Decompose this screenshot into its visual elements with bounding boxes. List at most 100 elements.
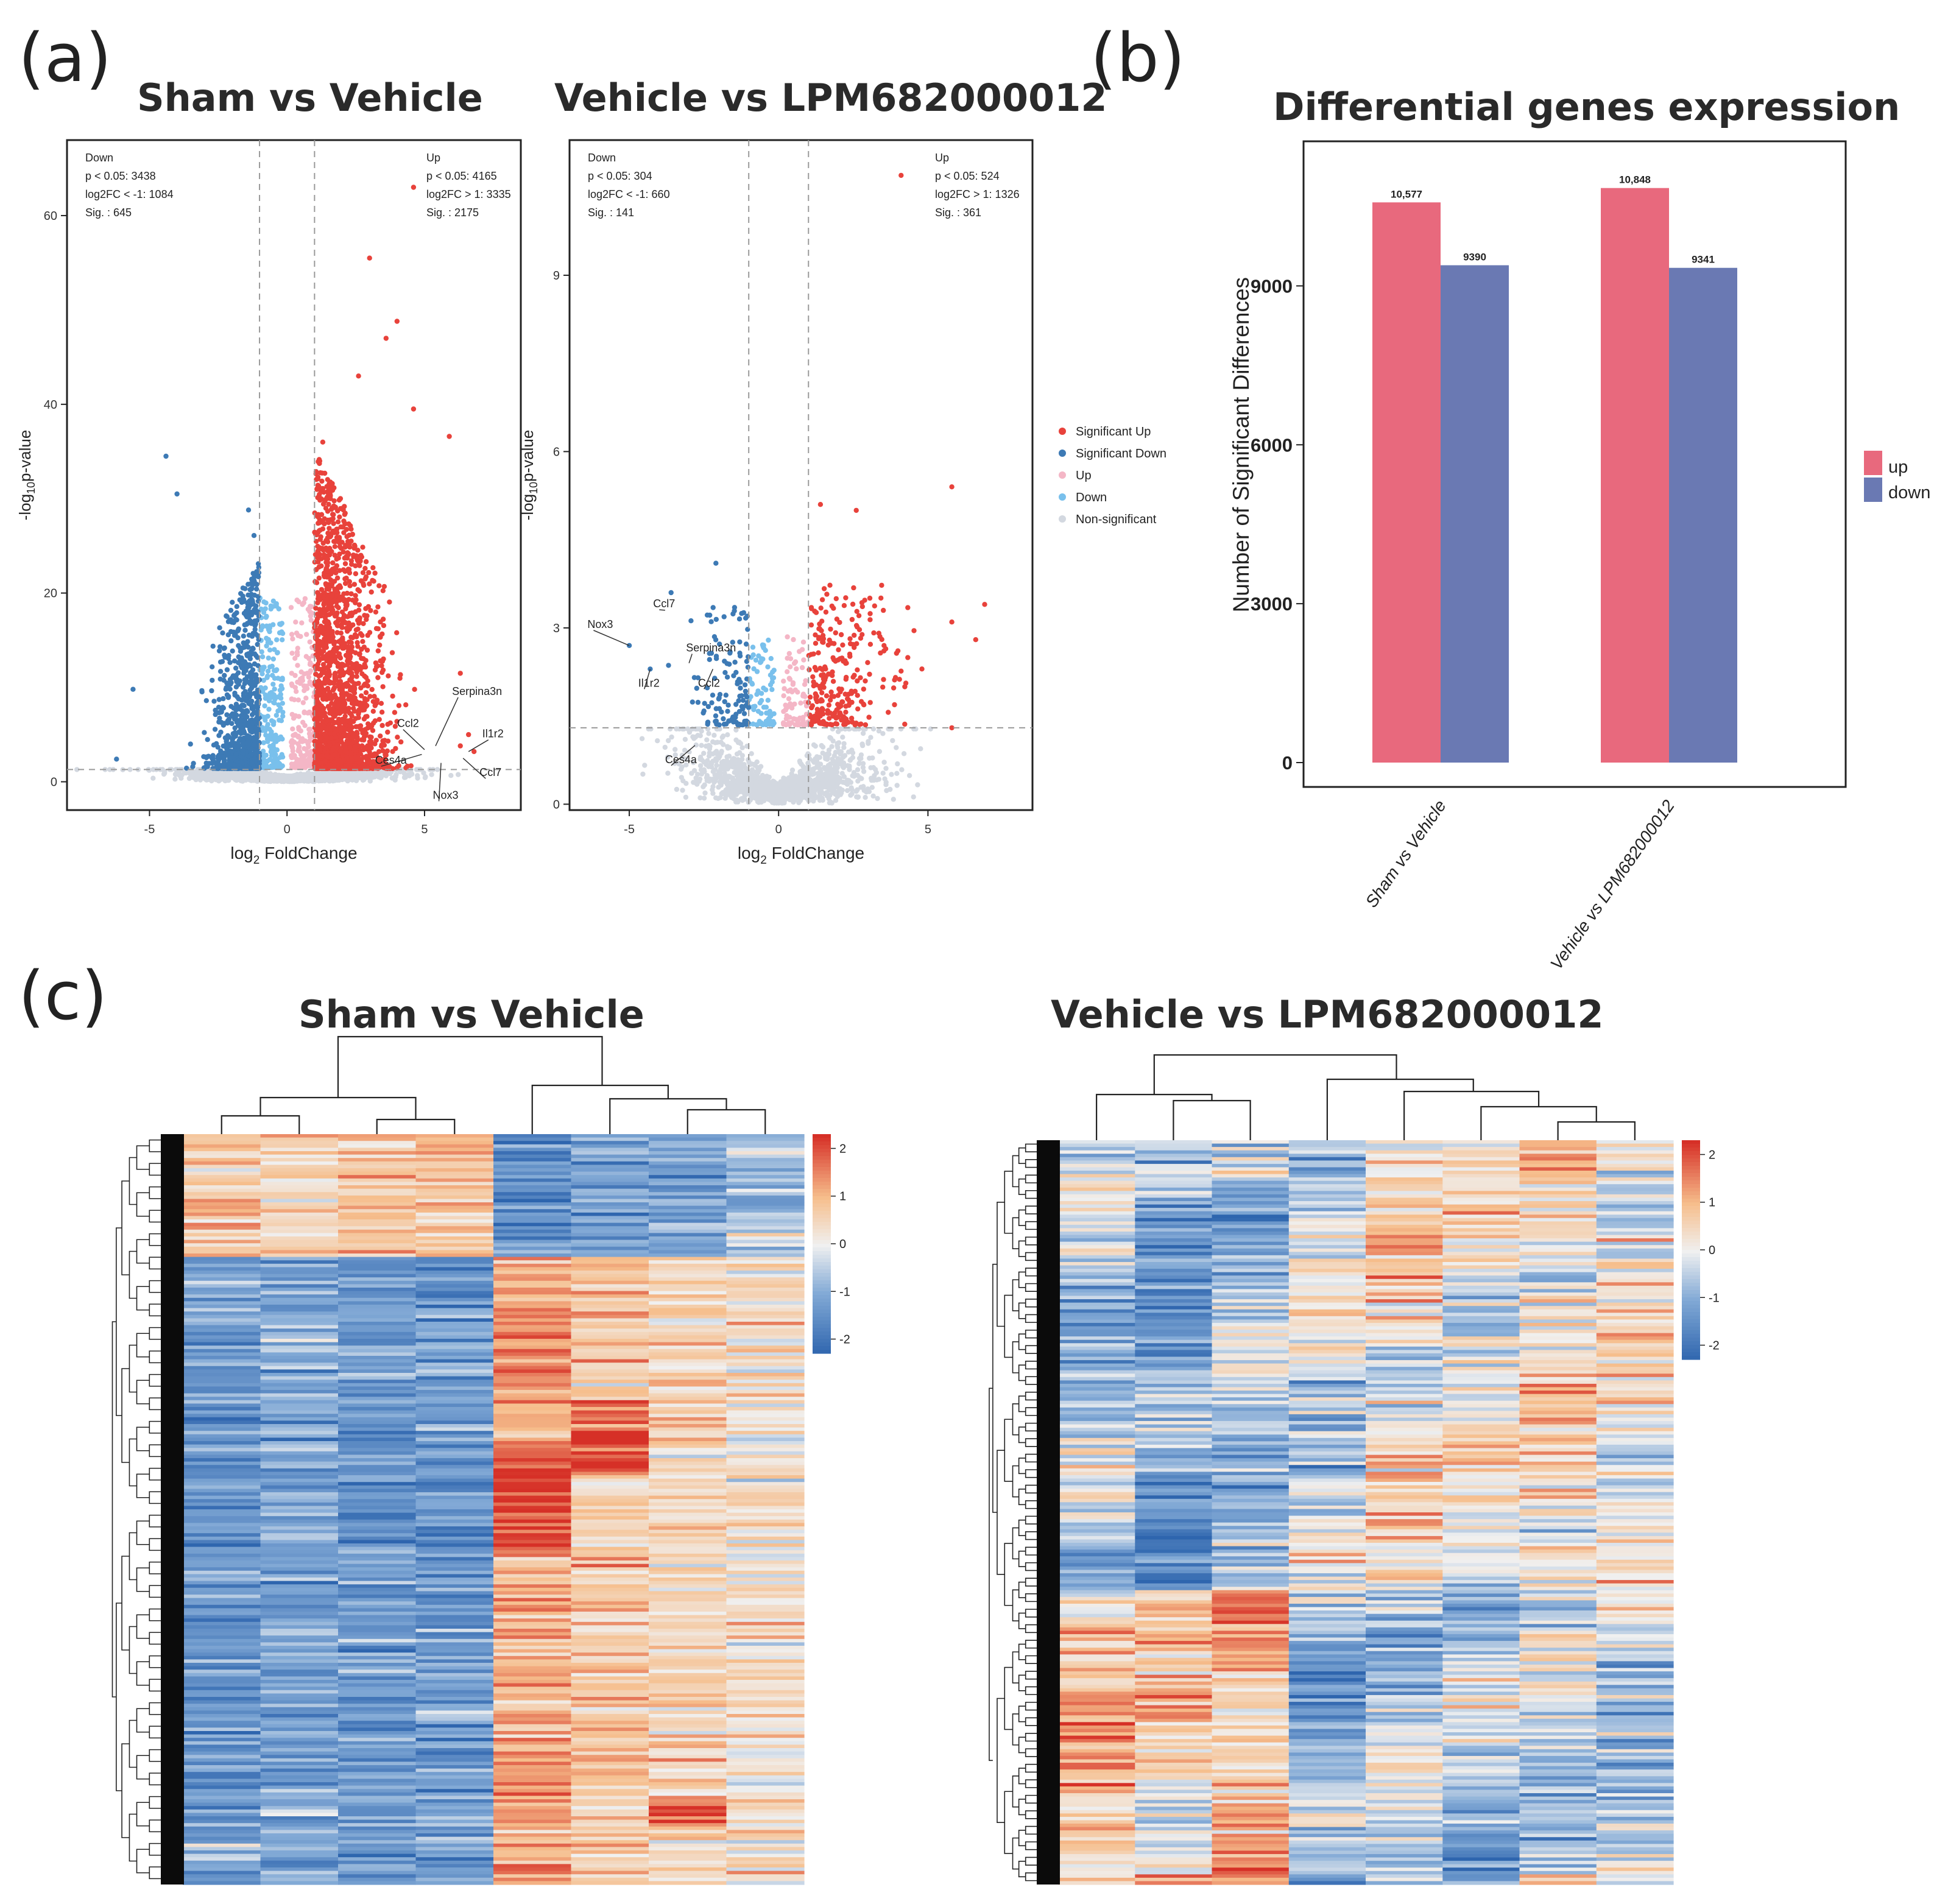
nonsig-point xyxy=(239,772,245,778)
up-point xyxy=(295,663,300,668)
gene-label: Serpina3n xyxy=(452,685,502,697)
sig-up-point xyxy=(331,752,337,758)
down-stat-text: Sig. : 645 xyxy=(85,206,132,219)
up-stat-text: log2FC > 1: 3335 xyxy=(426,188,511,200)
sig-up-point xyxy=(317,733,322,739)
sig-up-point xyxy=(317,760,322,766)
nonsig-point xyxy=(429,772,434,777)
sig-down-point xyxy=(242,627,248,633)
sig-up-point xyxy=(345,644,351,650)
sig-up-point xyxy=(329,707,335,712)
sig-up-point xyxy=(350,531,355,537)
sig-down-point xyxy=(229,749,235,754)
nonsig-point xyxy=(127,767,133,772)
sig-down-point xyxy=(221,646,227,651)
sig-up-point xyxy=(344,601,349,607)
sig-up-point xyxy=(319,470,325,476)
nonsig-point xyxy=(217,774,224,780)
sig-up-point xyxy=(363,690,369,696)
sig-up-point xyxy=(369,589,374,595)
sig-up-point xyxy=(337,594,343,600)
sig-up-point xyxy=(336,535,342,540)
sig-up-point xyxy=(322,570,327,576)
sig-down-point xyxy=(230,648,235,654)
nonsig-point xyxy=(194,771,199,777)
sig-up-point xyxy=(320,766,325,771)
nonsig-point xyxy=(306,777,312,783)
sig-up-point xyxy=(342,744,348,749)
sig-down-point xyxy=(240,741,246,746)
down-point xyxy=(280,713,286,719)
down-point xyxy=(266,655,271,661)
sig-up-point xyxy=(325,553,330,559)
sig-up-point xyxy=(314,663,320,669)
sig-up-point xyxy=(394,319,400,324)
down-point xyxy=(272,700,277,706)
sig-up-point xyxy=(368,741,373,747)
sig-up-point xyxy=(356,652,362,657)
sig-down-point xyxy=(247,766,252,772)
nonsig-point xyxy=(331,774,337,779)
nonsig-point xyxy=(282,778,288,783)
sig-up-point xyxy=(382,738,387,743)
down-point xyxy=(276,736,281,742)
nonsig-point xyxy=(187,771,193,777)
nonsig-point xyxy=(409,771,415,777)
sig-up-point xyxy=(375,675,381,680)
sig-down-point xyxy=(242,659,248,665)
up-point xyxy=(304,632,309,637)
sig-up-point xyxy=(386,673,391,679)
sig-up-point xyxy=(334,588,340,593)
up-point xyxy=(295,697,302,703)
sig-down-point xyxy=(239,703,245,708)
down-point xyxy=(264,623,269,629)
sig-up-point xyxy=(381,622,387,629)
sig-up-point xyxy=(318,610,323,616)
sig-down-point xyxy=(188,741,193,747)
nonsig-point xyxy=(863,795,868,800)
sig-up-point xyxy=(323,745,329,750)
sig-up-point xyxy=(363,675,369,680)
nonsig-point xyxy=(211,770,216,776)
sig-down-point xyxy=(228,743,233,749)
nonsig-point xyxy=(421,770,426,776)
sig-up-point xyxy=(323,496,329,502)
up-point xyxy=(294,598,300,603)
sig-up-point xyxy=(376,583,382,588)
sig-up-point xyxy=(337,514,342,520)
sig-up-point xyxy=(379,722,385,728)
sig-up-point xyxy=(325,619,331,625)
sig-down-point xyxy=(204,754,210,760)
sig-up-point xyxy=(348,654,353,660)
up-point xyxy=(303,685,309,691)
sig-up-point xyxy=(346,705,351,711)
sig-up-point xyxy=(345,669,351,675)
sig-up-point xyxy=(327,487,333,493)
sig-up-point xyxy=(331,521,336,526)
sig-up-point xyxy=(355,735,360,740)
sig-down-point xyxy=(241,748,246,753)
up-point xyxy=(292,655,298,661)
y-tick-label: 20 xyxy=(44,587,57,601)
sig-up-point xyxy=(362,661,367,668)
sig-up-point xyxy=(394,630,400,636)
sig-up-point xyxy=(412,686,417,693)
sig-up-point xyxy=(347,693,352,699)
sig-down-point xyxy=(250,582,255,588)
nonsig-point xyxy=(289,778,295,783)
sig-up-point xyxy=(319,727,325,732)
sig-down-point xyxy=(228,680,234,685)
down-point xyxy=(268,732,274,737)
down-point xyxy=(280,700,285,706)
sig-up-point xyxy=(322,615,328,620)
up-point xyxy=(298,669,304,675)
sig-down-point xyxy=(224,712,230,718)
down-point xyxy=(267,647,273,653)
gene-label: Ccl7 xyxy=(479,766,501,778)
sig-down-point xyxy=(253,605,258,611)
sig-up-point xyxy=(375,648,381,654)
sig-down-point xyxy=(234,707,239,713)
nonsig-point xyxy=(387,771,393,777)
up-point xyxy=(289,651,295,656)
up-point xyxy=(290,738,295,744)
